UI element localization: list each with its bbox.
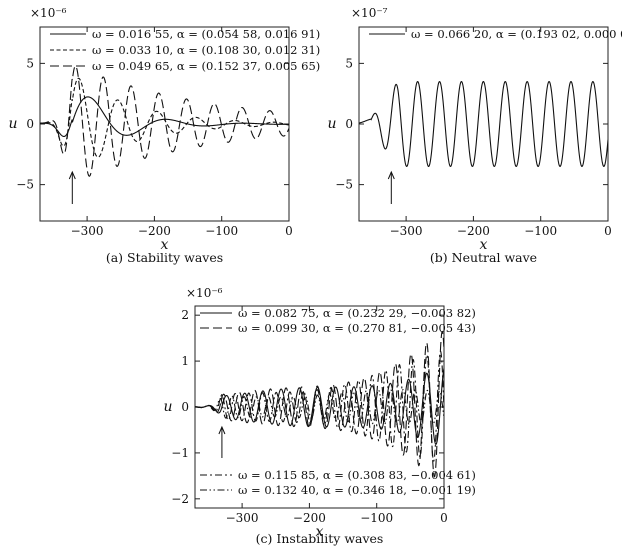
x-axis-label: x [316,524,324,540]
panel-caption: (a) Stability waves [106,250,223,265]
y-axis-label: u [8,116,17,132]
series-curve [195,368,444,445]
arrow-head [218,425,226,435]
x-tick-label: 0 [285,224,293,238]
x-tick-label: −200 [457,224,490,238]
panel-c: −300 −200 −100 0 −2 −1 0 1 2 x u ×10⁻⁶ (c) Instabili… [163,286,475,546]
plot-frame [358,26,609,222]
y-tick-label: 5 [26,56,34,70]
y-tick-label: 1 [181,354,189,368]
panel-caption: (b) Neutral wave [430,250,537,265]
series-curve [195,350,444,462]
scale-factor-label: ×10⁻⁷ [351,6,388,20]
legend-entry: ω = 0.016 55, α = (0.054 58, 0.016 91) [92,27,320,41]
scale-factor-label: ×10⁻⁶ [30,6,67,20]
scale-factor-label: ×10⁻⁶ [186,286,223,300]
legend-entry: ω = 0.115 85, α = (0.308 83, −0.004 61) [238,468,476,482]
arrow-head [68,170,76,180]
x-tick-label: −300 [71,224,104,238]
series-curve [359,80,608,168]
panel-a: −300 −200 −100 0 −5 0 5 x u ×10⁻⁶ (a) Stability wa… [8,6,320,265]
panel-b: −300 −200 −100 0 −5 0 5 x u ×10⁻⁷ (b) Neutral wave… [327,6,622,265]
series-curve [40,77,289,158]
y-tick-label: −5 [16,178,34,192]
legend-entry: ω = 0.082 75, α = (0.232 29, −0.003 82) [238,306,476,320]
x-axis-label: x [480,237,488,253]
series-curve [195,389,444,425]
x-tick-label: −100 [205,224,238,238]
legend-entry: ω = 0.066 20, α = (0.193 02, 0.000 00) [411,27,622,41]
x-tick-label: 0 [440,511,448,525]
y-tick-label: 0 [181,400,189,414]
series-curve [195,330,444,478]
y-tick-label: 0 [26,117,34,131]
legend-entry: ω = 0.049 65, α = (0.152 37, 0.005 65) [92,59,320,73]
y-tick-label: 2 [181,308,189,322]
x-tick-label: −200 [293,511,326,525]
x-tick-label: −300 [226,511,259,525]
x-axis-label: x [161,237,169,253]
x-tick-label: 0 [604,224,612,238]
y-axis-label: u [163,399,172,415]
y-tick-label: −5 [335,178,353,192]
legend-entry: ω = 0.033 10, α = (0.108 30, 0.012 31) [92,43,320,57]
y-axis-label: u [327,116,336,132]
x-tick-label: −100 [360,511,393,525]
arrow-head [387,170,395,180]
x-tick-label: −200 [138,224,171,238]
y-tick-label: −2 [171,492,189,506]
series-curve [40,65,289,177]
x-tick-label: −100 [524,224,557,238]
legend-entry: ω = 0.099 30, α = (0.270 81, −0.005 43) [238,321,476,335]
panel-caption: (c) Instability waves [256,531,384,546]
legend-entry: ω = 0.132 40, α = (0.346 18, −0.001 19) [238,483,476,497]
x-tick-label: −300 [390,224,423,238]
y-tick-label: 5 [345,56,353,70]
y-tick-label: −1 [171,446,189,460]
y-tick-label: 0 [345,117,353,131]
